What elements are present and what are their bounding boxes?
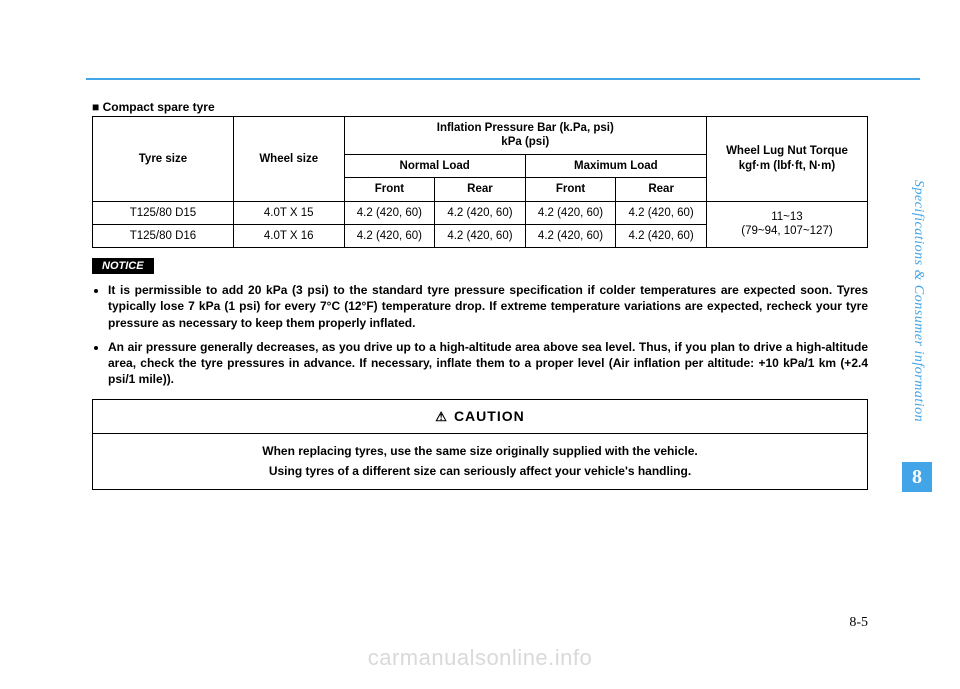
bullet-item: An air pressure generally decreases, as … (108, 339, 868, 388)
notice-bullets: It is permissible to add 20 kPa (3 psi) … (108, 282, 868, 387)
cell-tyre: T125/80 D15 (93, 201, 234, 224)
cell-nf: 4.2 (420, 60) (344, 224, 435, 247)
page-number: 8-5 (849, 615, 868, 631)
notice-label: NOTICE (92, 258, 154, 274)
th-inflation-group: Inflation Pressure Bar (k.Pa, psi) kPa (… (344, 117, 706, 155)
cell-nf: 4.2 (420, 60) (344, 201, 435, 224)
watermark: carmanualsonline.info (0, 645, 960, 671)
bullet-item: It is permissible to add 20 kPa (3 psi) … (108, 282, 868, 331)
cell-torque: 11~13 (79~94, 107~127) (706, 201, 867, 248)
th-normal-load: Normal Load (344, 154, 525, 177)
caution-title: CAUTION (454, 408, 525, 424)
caution-line: Using tyres of a different size can seri… (103, 462, 857, 481)
th-front-2: Front (525, 178, 616, 201)
table-row: T125/80 D15 4.0T X 15 4.2 (420, 60) 4.2 … (93, 201, 868, 224)
th-maximum-load: Maximum Load (525, 154, 706, 177)
th-rear-1: Rear (435, 178, 526, 201)
section-title: ■ Compact spare tyre (92, 100, 868, 114)
warning-icon: ⚠ (435, 409, 448, 425)
caution-box: ⚠ CAUTION When replacing tyres, use the s… (92, 399, 868, 489)
cell-mr: 4.2 (420, 60) (616, 201, 707, 224)
caution-header: ⚠ CAUTION (93, 400, 868, 434)
th-torque: Wheel Lug Nut Torque kgf·m (lbf·ft, N·m) (706, 117, 867, 202)
side-section-label: Specifications & Consumer information (910, 180, 926, 422)
spec-table: Tyre size Wheel size Inflation Pressure … (92, 116, 868, 248)
cell-wheel: 4.0T X 15 (233, 201, 344, 224)
th-tyre-size: Tyre size (93, 117, 234, 202)
cell-tyre: T125/80 D16 (93, 224, 234, 247)
th-wheel-size: Wheel size (233, 117, 344, 202)
th-front-1: Front (344, 178, 435, 201)
cell-mf: 4.2 (420, 60) (525, 201, 616, 224)
cell-mr: 4.2 (420, 60) (616, 224, 707, 247)
top-rule (86, 78, 920, 80)
th-rear-2: Rear (616, 178, 707, 201)
cell-nr: 4.2 (420, 60) (435, 224, 526, 247)
cell-wheel: 4.0T X 16 (233, 224, 344, 247)
cell-nr: 4.2 (420, 60) (435, 201, 526, 224)
side-chapter-tab: 8 (902, 462, 932, 492)
caution-line: When replacing tyres, use the same size … (103, 442, 857, 461)
page-content: ■ Compact spare tyre Tyre size Wheel siz… (92, 100, 868, 490)
cell-mf: 4.2 (420, 60) (525, 224, 616, 247)
caution-body: When replacing tyres, use the same size … (93, 434, 868, 489)
